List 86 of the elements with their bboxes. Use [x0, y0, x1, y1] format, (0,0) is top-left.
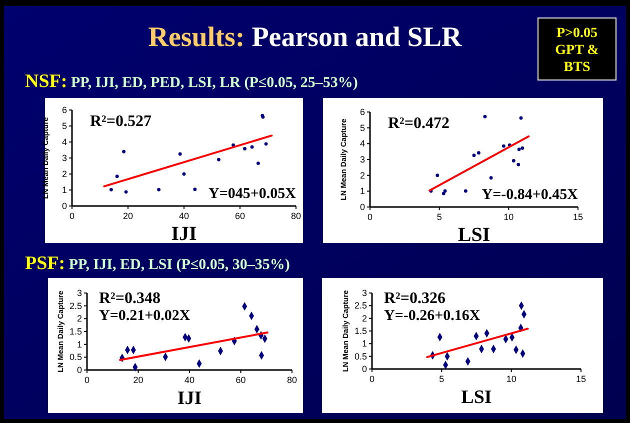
point	[502, 144, 506, 148]
y-tick-label: 4	[360, 138, 365, 149]
x-tick-label: 0	[84, 375, 90, 385]
point	[109, 188, 113, 192]
y-tick-label: 0	[360, 202, 365, 212]
x-axis-title: IJI	[171, 223, 197, 245]
x-tick-label: 60	[234, 211, 246, 221]
y-tick-label: 2.5	[69, 300, 82, 311]
point	[520, 146, 524, 150]
point	[477, 151, 480, 155]
point	[516, 162, 520, 166]
y-tick-label: 0.5	[354, 351, 367, 362]
y-tick-label: 0	[362, 364, 367, 374]
point	[436, 174, 440, 178]
y-tick-label: 1.5	[69, 326, 82, 336]
point	[512, 159, 516, 162]
y-tick-label: 2.5	[354, 300, 367, 311]
point	[115, 174, 119, 178]
y-tick-label: 2	[62, 169, 67, 179]
annotation: R²=0.472	[388, 115, 450, 132]
text: P>0.05 GPT & BTS	[555, 26, 599, 75]
y-tick-label: 0.5	[69, 352, 82, 362]
y-tick-label: 5	[62, 121, 67, 131]
text: PSF: PP, IJI, ED, LSI (P≤0.05, 30–35%)	[25, 253, 290, 274]
point	[519, 116, 523, 120]
point	[250, 145, 254, 149]
text: NSF: PP, IJI, ED, PED, LSI, LR (P≤0.05, 25–53%)	[25, 71, 358, 92]
y-tick-label: 1	[76, 339, 82, 350]
annotation: Y=-0.26+0.16X	[384, 308, 480, 324]
y-tick-label: 1	[360, 186, 365, 196]
y-tick-label: 0	[76, 365, 82, 375]
point	[217, 158, 220, 162]
point	[182, 172, 186, 176]
y-tick-label: 5	[360, 122, 365, 133]
x-tick-label: 15	[576, 374, 586, 384]
y-tick-label: 4	[62, 137, 67, 147]
point	[483, 114, 487, 118]
point	[264, 142, 268, 146]
point	[122, 150, 126, 154]
annotation: R²=0.348	[99, 290, 160, 307]
point	[157, 188, 161, 192]
point	[243, 147, 246, 150]
x-tick-label: 60	[236, 375, 246, 385]
x-tick-label: 40	[184, 375, 195, 385]
point	[193, 188, 197, 192]
point	[464, 189, 468, 193]
x-tick-label: 15	[572, 212, 584, 222]
point	[472, 154, 476, 158]
y-tick-label: 1	[362, 338, 367, 349]
x-tick-label: 20	[122, 211, 134, 221]
point	[256, 162, 260, 165]
y-tick-label: 3	[360, 154, 365, 164]
point	[178, 152, 182, 156]
x-tick-label: 40	[178, 211, 190, 221]
y-tick-label: 3	[362, 288, 367, 298]
x-axis-title: IJI	[177, 388, 202, 409]
annotation: Y=0.21+0.02X	[99, 308, 190, 324]
point	[443, 189, 447, 193]
x-tick-label: 80	[286, 375, 298, 385]
x-tick-label: 10	[504, 212, 514, 222]
annotation: Y=-0.84+0.45X	[482, 187, 578, 203]
y-tick-label: 6	[62, 105, 67, 115]
annotation: R²=0.527	[90, 113, 152, 130]
y-tick-label: 6	[360, 107, 365, 117]
y-tick-label: 0	[62, 201, 67, 211]
y-tick-label: 3	[76, 288, 82, 298]
x-tick-label: 5	[436, 212, 442, 222]
x-tick-label: 10	[506, 374, 516, 384]
x-tick-label: 20	[133, 375, 144, 385]
point	[124, 190, 128, 194]
point	[517, 148, 521, 152]
y-tick-label: 3	[62, 153, 67, 163]
annotation: R²=0.326	[384, 290, 446, 307]
x-axis-title: LSI	[461, 387, 492, 408]
point	[489, 176, 493, 180]
annotation: Y=045+0.05X	[208, 186, 296, 202]
x-tick-label: 0	[369, 374, 375, 384]
y-tick-label: 1.5	[354, 326, 367, 336]
y-tick-label: 2	[360, 170, 365, 180]
y-tick-label: 2	[362, 313, 367, 324]
y-tick-label: 1	[62, 185, 67, 195]
x-axis-title: LSI	[458, 224, 490, 246]
y-tick-label: 2	[76, 314, 82, 324]
x-tick-label: 5	[439, 374, 444, 384]
text: Results: Pearson and SLR	[148, 22, 463, 53]
x-tick-label: 80	[290, 211, 302, 221]
